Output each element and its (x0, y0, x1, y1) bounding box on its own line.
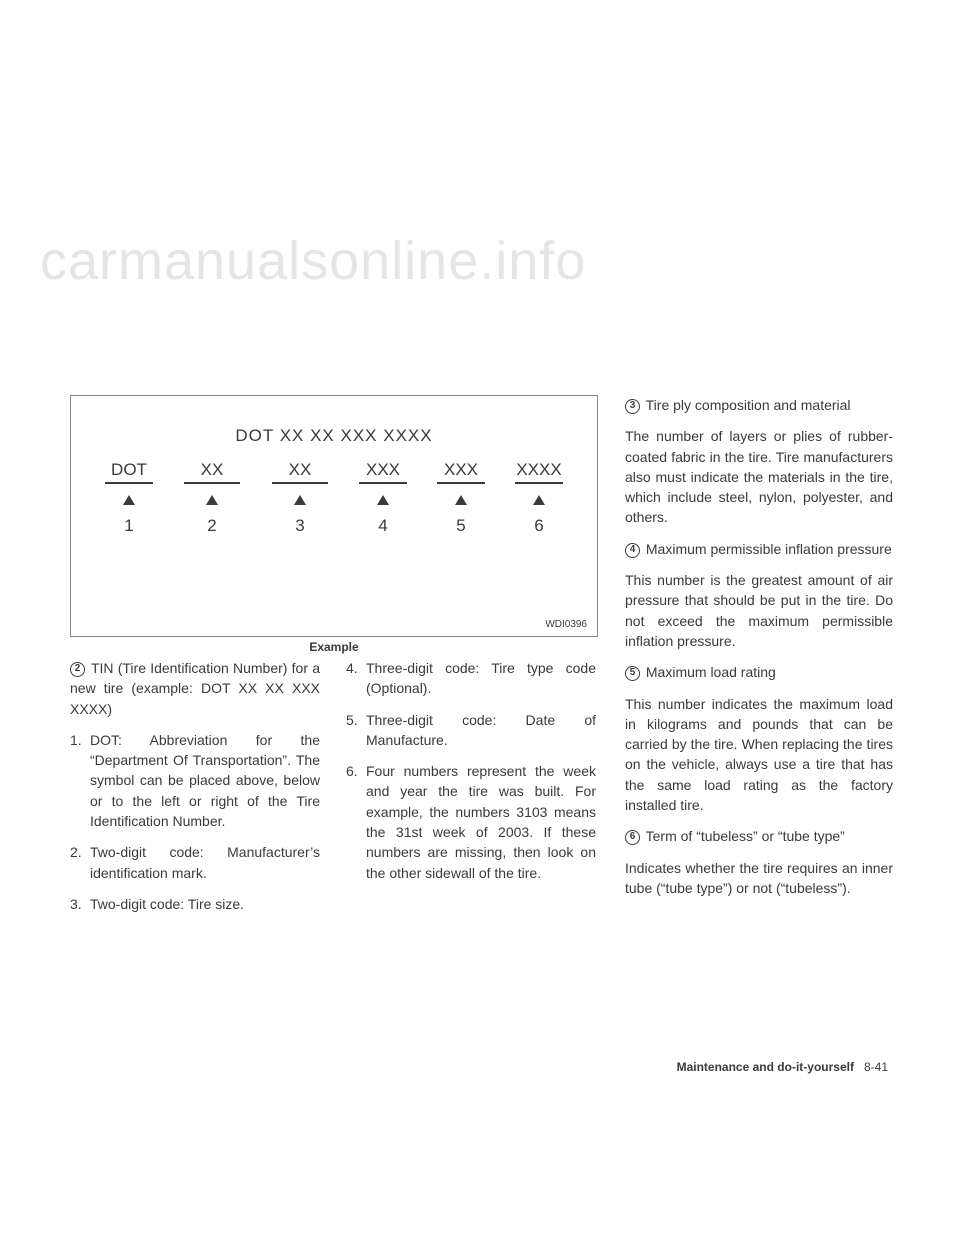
segment-cell: DOT (99, 460, 159, 484)
segment-cell: XXXX (509, 460, 569, 484)
footer-page: 8-41 (864, 1060, 888, 1074)
section-heading: 6 Term of “tubeless” or “tube type” (625, 826, 893, 846)
arrow-cell (177, 492, 247, 508)
up-arrow-icon (206, 495, 218, 505)
list-item: 5. Three-digit code: Date of Manufacture… (346, 710, 596, 751)
column-left: 2 TIN (Tire Identification Number) for a… (70, 658, 320, 925)
list-text: Three-digit code: Tire type code (Option… (366, 658, 596, 699)
number-cell: 3 (265, 516, 335, 536)
tin-diagram: DOT XX XX XXX XXXX DOT XX XX XXX XXX XXX… (70, 395, 598, 637)
segment-label: XX (289, 460, 312, 479)
heading-text: Maximum load rating (646, 664, 776, 680)
list-text: Two-digit code: Manufacturer’s identific… (90, 842, 320, 883)
diagram-title: DOT XX XX XXX XXXX (91, 426, 577, 446)
list-number: 1. (70, 730, 90, 831)
segment-label: XXXX (516, 460, 561, 479)
section-body: The number of layers or plies of rubber-… (625, 426, 893, 527)
number-cell: 6 (509, 516, 569, 536)
list-item: 6. Four numbers represent the week and y… (346, 761, 596, 883)
number-cell: 5 (431, 516, 491, 536)
circled-number-icon: 2 (70, 662, 85, 677)
segment-label: DOT (111, 460, 147, 479)
circled-number-icon: 4 (625, 543, 640, 558)
arrow-cell (99, 492, 159, 508)
section-heading: 4 Maximum permissible inflation pressure (625, 539, 893, 559)
diagram-numbers-row: 1 2 3 4 5 6 (91, 516, 577, 536)
arrow-cell (431, 492, 491, 508)
segment-label: XXX (366, 460, 400, 479)
list-number: 2. (70, 842, 90, 883)
list-text: DOT: Abbreviation for the “Department Of… (90, 730, 320, 831)
list-item: 2. Two-digit code: Manufacturer’s identi… (70, 842, 320, 883)
section-body: This number is the greatest amount of ai… (625, 570, 893, 651)
section-heading: 3 Tire ply composition and material (625, 395, 893, 415)
list-text: Four numbers represent the week and year… (366, 761, 596, 883)
section-body: This number indicates the maximum load i… (625, 694, 893, 816)
up-arrow-icon (294, 495, 306, 505)
heading-text: Tire ply composition and material (646, 397, 851, 413)
circled-number-icon: 3 (625, 399, 640, 414)
segment-cell: XX (265, 460, 335, 484)
diagram-code: WDI0396 (545, 619, 587, 630)
watermark-text: carmanualsonline.info (40, 230, 586, 292)
list-item: 3. Two-digit code: Tire size. (70, 894, 320, 914)
circled-number-icon: 5 (625, 666, 640, 681)
arrow-cell (509, 492, 569, 508)
list-number: 5. (346, 710, 366, 751)
diagram-caption: Example (70, 640, 598, 654)
segment-cell: XX (177, 460, 247, 484)
list-item: 1. DOT: Abbreviation for the “Department… (70, 730, 320, 831)
up-arrow-icon (377, 495, 389, 505)
number-cell: 2 (177, 516, 247, 536)
list-text: Two-digit code: Tire size. (90, 894, 320, 914)
footer-section: Maintenance and do-it-yourself (677, 1060, 854, 1074)
list-item: 4. Three-digit code: Tire type code (Opt… (346, 658, 596, 699)
segment-label: XXX (444, 460, 478, 479)
number-cell: 1 (99, 516, 159, 536)
list-number: 4. (346, 658, 366, 699)
section-body: Indicates whether the tire requires an i… (625, 858, 893, 899)
arrow-cell (353, 492, 413, 508)
page-footer: Maintenance and do-it-yourself 8-41 (677, 1060, 888, 1074)
column-middle: 4. Three-digit code: Tire type code (Opt… (346, 658, 596, 925)
circled-number-icon: 6 (625, 830, 640, 845)
up-arrow-icon (533, 495, 545, 505)
arrow-cell (265, 492, 335, 508)
list-text: Three-digit code: Date of Manufacture. (366, 710, 596, 751)
heading-text: Maximum permissible inflation pressure (646, 541, 892, 557)
intro-paragraph: 2 TIN (Tire Identification Number) for a… (70, 658, 320, 719)
list-number: 6. (346, 761, 366, 883)
section-heading: 5 Maximum load rating (625, 662, 893, 682)
diagram-arrows-row (91, 492, 577, 508)
column-right: 3 Tire ply composition and material The … (625, 395, 893, 909)
intro-text: TIN (Tire Identification Number) for a n… (70, 660, 320, 717)
number-cell: 4 (353, 516, 413, 536)
heading-text: Term of “tubeless” or “tube type” (646, 828, 845, 844)
list-number: 3. (70, 894, 90, 914)
diagram-segments-row: DOT XX XX XXX XXX XXXX (91, 460, 577, 484)
segment-cell: XXX (431, 460, 491, 484)
segment-cell: XXX (353, 460, 413, 484)
page-content: DOT XX XX XXX XXXX DOT XX XX XXX XXX XXX… (70, 395, 890, 925)
up-arrow-icon (123, 495, 135, 505)
segment-label: XX (201, 460, 224, 479)
up-arrow-icon (455, 495, 467, 505)
